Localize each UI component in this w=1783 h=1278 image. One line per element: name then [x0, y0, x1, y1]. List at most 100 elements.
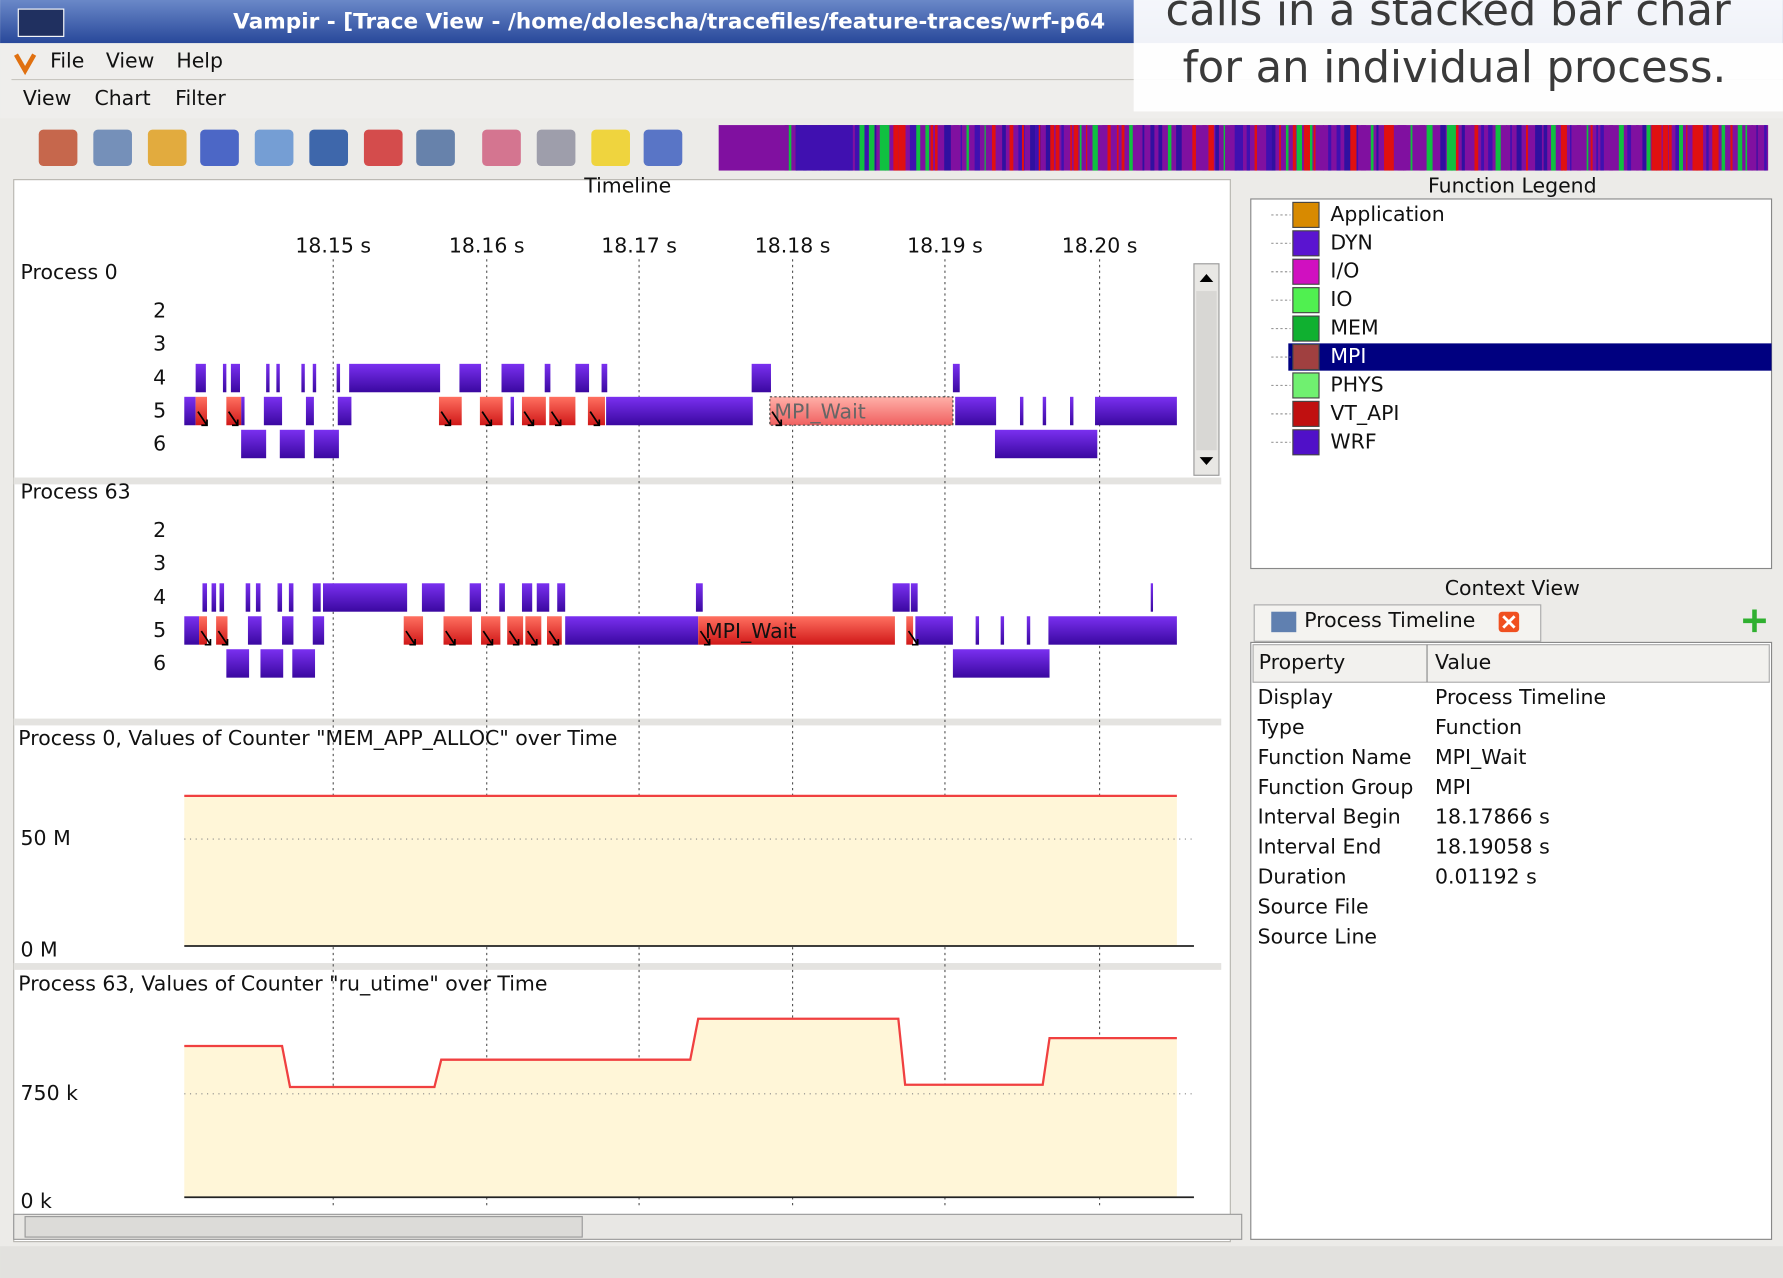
function-block[interactable]: [975, 616, 980, 645]
function-block[interactable]: [277, 583, 283, 612]
toolbar-button[interactable]: [309, 129, 349, 167]
function-block[interactable]: [312, 616, 325, 645]
legend-label[interactable]: WRF: [1330, 429, 1376, 453]
function-block[interactable]: [695, 583, 703, 612]
menu-item[interactable]: Help: [176, 48, 223, 72]
function-block[interactable]: [226, 649, 250, 678]
function-block[interactable]: [994, 429, 1098, 459]
toolbar-button[interactable]: [200, 129, 239, 167]
mpi-block[interactable]: [216, 616, 228, 645]
function-block[interactable]: [1000, 616, 1005, 645]
mpi-block[interactable]: [403, 616, 424, 645]
mpi-block[interactable]: [549, 396, 576, 426]
mpi-block[interactable]: [443, 616, 472, 645]
function-block[interactable]: [544, 363, 551, 393]
function-block[interactable]: [260, 649, 284, 678]
function-block[interactable]: [337, 396, 352, 426]
legend-label[interactable]: MPI: [1330, 344, 1366, 368]
function-block[interactable]: [915, 616, 953, 645]
function-block[interactable]: [305, 396, 314, 426]
function-block[interactable]: [292, 649, 316, 678]
function-block[interactable]: [276, 363, 280, 393]
function-block[interactable]: [247, 616, 262, 645]
function-block[interactable]: [557, 583, 566, 612]
menu-item[interactable]: Chart: [94, 86, 150, 110]
function-block[interactable]: [241, 429, 267, 459]
function-block[interactable]: [266, 363, 270, 393]
function-block[interactable]: [1042, 396, 1047, 426]
toolbar-button[interactable]: [643, 129, 683, 167]
function-block[interactable]: [312, 583, 321, 612]
function-block[interactable]: [521, 583, 533, 612]
function-block[interactable]: [1019, 396, 1024, 426]
legend-label[interactable]: MEM: [1330, 316, 1378, 340]
mpi-block[interactable]: [906, 616, 914, 645]
mpi-wait-block[interactable]: [769, 396, 954, 426]
function-block[interactable]: [606, 396, 753, 426]
context-tab[interactable]: [1253, 604, 1542, 642]
function-block[interactable]: [255, 583, 261, 612]
function-block[interactable]: [1070, 396, 1074, 426]
function-block[interactable]: [263, 396, 283, 426]
function-block[interactable]: [349, 363, 441, 393]
function-block[interactable]: [279, 429, 305, 459]
function-block[interactable]: [459, 363, 482, 393]
function-block[interactable]: [1048, 616, 1177, 645]
legend-label[interactable]: VT_API: [1330, 401, 1399, 426]
legend-label[interactable]: IO: [1330, 287, 1352, 311]
toolbar-button[interactable]: [536, 129, 576, 167]
function-block[interactable]: [536, 583, 550, 612]
mpi-block[interactable]: [226, 396, 242, 426]
function-block[interactable]: [184, 616, 200, 645]
toolbar-button[interactable]: [416, 129, 455, 167]
legend-label[interactable]: PHYS: [1330, 372, 1383, 396]
tab-label[interactable]: Process Timeline: [1304, 608, 1475, 632]
function-block[interactable]: [288, 583, 294, 612]
function-block[interactable]: [510, 396, 515, 426]
function-block[interactable]: [501, 363, 525, 393]
mpi-block[interactable]: [195, 396, 208, 426]
function-block[interactable]: [952, 363, 960, 393]
function-block[interactable]: [230, 363, 240, 393]
function-block[interactable]: [195, 363, 206, 393]
h-scroll-thumb[interactable]: [24, 1216, 583, 1238]
function-block[interactable]: [219, 583, 225, 612]
function-block[interactable]: [469, 583, 482, 612]
function-block[interactable]: [1095, 396, 1177, 426]
function-block[interactable]: [575, 363, 590, 393]
menu-item[interactable]: View: [23, 86, 72, 110]
toolbar-button[interactable]: [38, 129, 78, 167]
function-block[interactable]: [1026, 616, 1031, 645]
add-button[interactable]: [1743, 609, 1766, 633]
mpi-block[interactable]: [507, 616, 524, 645]
toolbar-button[interactable]: [147, 129, 187, 167]
function-block[interactable]: [245, 583, 251, 612]
toolbar-button[interactable]: [482, 129, 521, 167]
mpi-block[interactable]: [199, 616, 208, 645]
function-block[interactable]: [222, 363, 227, 393]
function-block[interactable]: [565, 616, 699, 645]
v-scroll-thumb[interactable]: [1196, 291, 1217, 451]
function-block[interactable]: [336, 363, 341, 393]
legend-label[interactable]: Application: [1330, 202, 1444, 226]
function-block[interactable]: [601, 363, 608, 393]
function-block[interactable]: [751, 363, 771, 393]
function-block[interactable]: [184, 396, 196, 426]
menu-item[interactable]: Filter: [175, 86, 226, 110]
mpi-block[interactable]: [587, 396, 605, 426]
legend-label[interactable]: DYN: [1330, 230, 1372, 254]
menu-item[interactable]: File: [50, 48, 84, 72]
function-block[interactable]: [241, 396, 245, 426]
function-block[interactable]: [421, 583, 445, 612]
mpi-block[interactable]: [546, 616, 562, 645]
function-block[interactable]: [955, 396, 997, 426]
legend-label[interactable]: I/O: [1330, 259, 1359, 283]
function-block[interactable]: [211, 583, 217, 612]
function-block[interactable]: [202, 583, 208, 612]
function-block[interactable]: [499, 583, 505, 612]
function-block[interactable]: [1150, 583, 1154, 612]
function-block[interactable]: [282, 616, 294, 645]
function-block[interactable]: [910, 583, 918, 612]
function-block[interactable]: [312, 363, 317, 393]
mpi-wait-block[interactable]: [698, 616, 895, 645]
